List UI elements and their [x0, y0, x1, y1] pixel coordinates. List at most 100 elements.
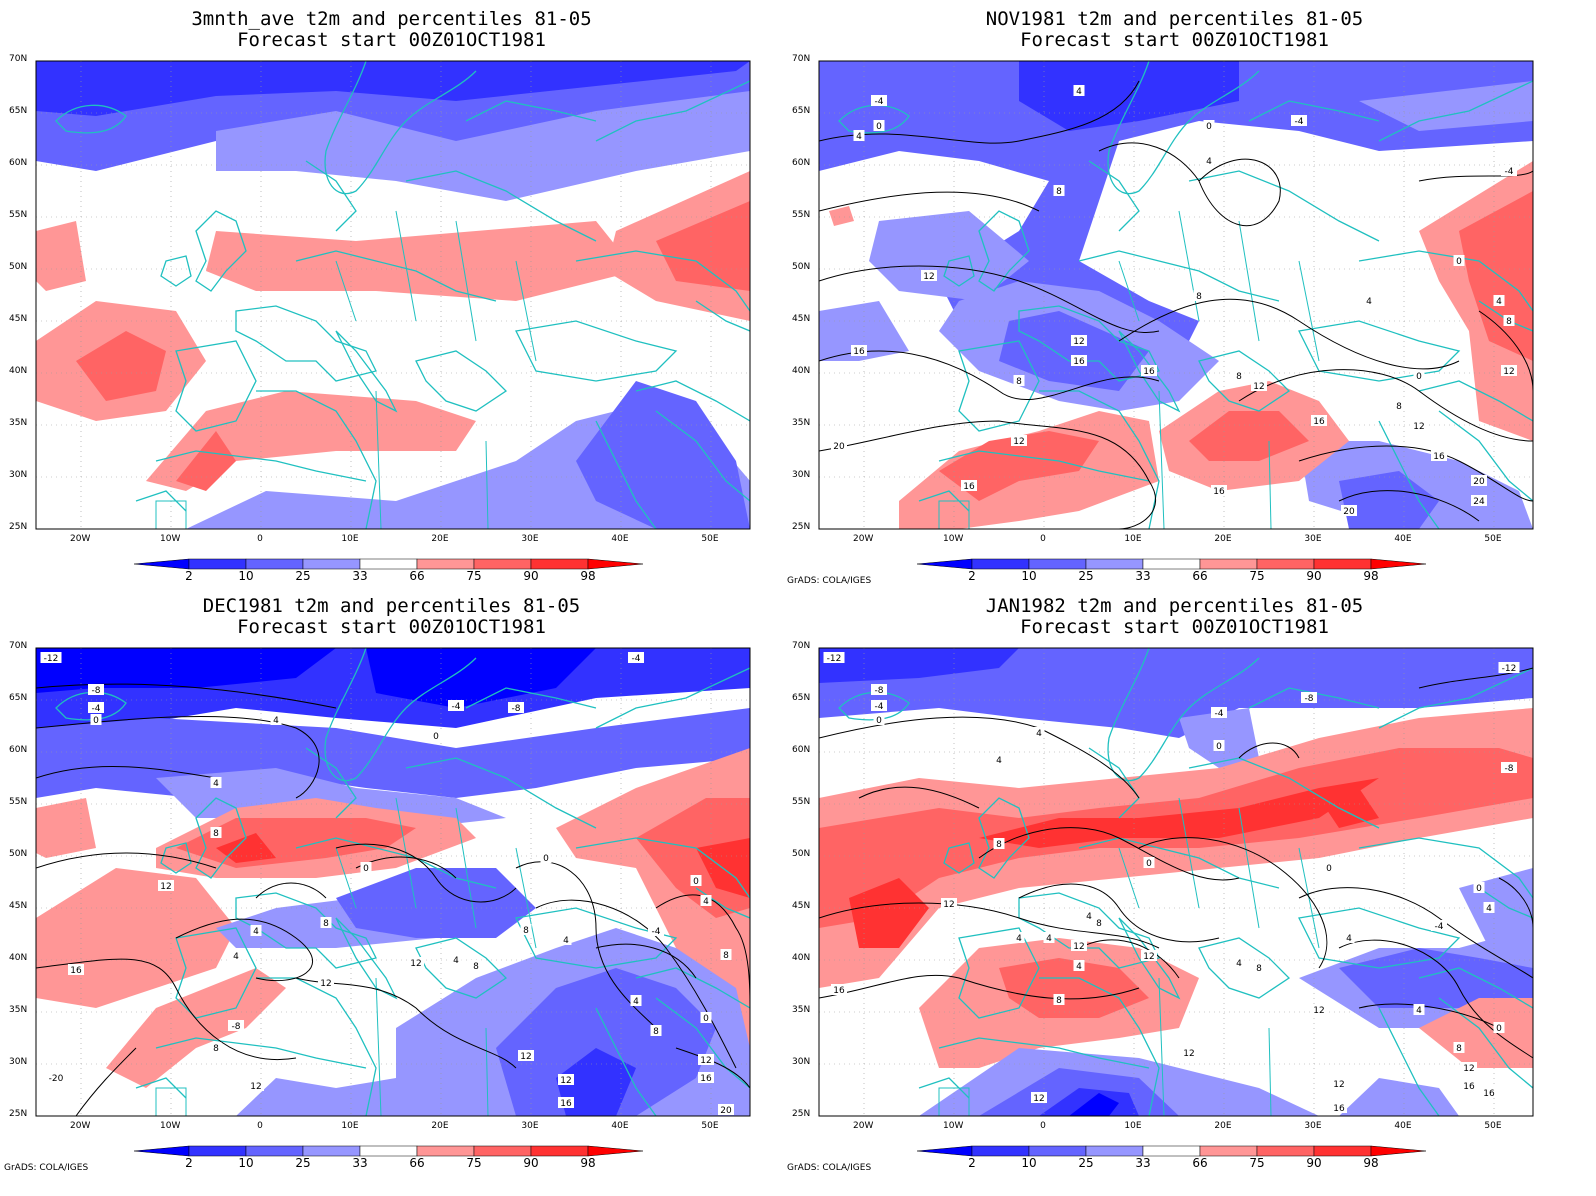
- colorbar-label: 2: [968, 569, 976, 581]
- contour-label: 12: [1503, 367, 1514, 377]
- coastline: [1298, 320, 1461, 382]
- contour-label: -8: [1505, 764, 1514, 774]
- lat-tick-label: 65N: [792, 693, 811, 703]
- percentile-area: [1419, 998, 1533, 1068]
- contour-label: 4: [1086, 912, 1092, 922]
- lat-tick-label: 55N: [9, 210, 28, 220]
- percentile-area: [1069, 1093, 1119, 1116]
- contour-label: -4: [1435, 922, 1444, 932]
- lon-tick-label: 10E: [341, 534, 359, 544]
- contour-line: [1298, 445, 1533, 502]
- colorbar-label: 75: [466, 1156, 481, 1168]
- lon-tick-label: 10W: [160, 534, 181, 544]
- contour-line: [36, 852, 217, 869]
- lat-tick-label: 30N: [792, 470, 811, 480]
- coastline: [1418, 967, 1533, 1009]
- lat-tick-label: 40N: [792, 366, 811, 376]
- contour-label: 0: [1146, 859, 1152, 869]
- lon-tick-label: 50E: [1484, 534, 1502, 544]
- grads-credit: GrADS: COLA/IGES: [787, 576, 872, 586]
- coastline: [324, 648, 477, 782]
- contour-label: 4: [213, 779, 219, 789]
- lat-tick-label: 25N: [792, 1109, 811, 1119]
- lon-tick-label: 0: [1040, 1121, 1046, 1131]
- colorbar-segment: [1142, 1145, 1201, 1157]
- lon-tick-label: 20W: [70, 534, 91, 544]
- contour-label: 12: [1183, 1049, 1194, 1059]
- coastline: [1418, 380, 1533, 422]
- coastline: [1107, 61, 1260, 195]
- contour-line: [75, 1047, 137, 1116]
- lat-tick-label: 45N: [9, 314, 28, 324]
- coastline: [1378, 80, 1533, 142]
- colorbar-label: 33: [1135, 569, 1150, 581]
- contour-label: 16: [1313, 417, 1325, 427]
- colorbar-label: 2: [185, 569, 193, 581]
- contour-label: 16: [1483, 1089, 1495, 1099]
- lon-tick-label: 0: [257, 1121, 263, 1131]
- coastline: [305, 747, 357, 819]
- percentile-area: [1319, 788, 1379, 828]
- coastline: [655, 410, 750, 502]
- lon-tick-label: 40E: [611, 1121, 629, 1131]
- coastline: [1018, 305, 1160, 382]
- contour-line: [675, 1047, 750, 1089]
- lon-tick-label: 0: [1040, 534, 1046, 544]
- coastline: [943, 842, 975, 874]
- percentile-area: [979, 778, 1379, 848]
- percentile-area: [496, 968, 716, 1116]
- contour-label: 4: [856, 132, 862, 142]
- contour-label: 12: [520, 1052, 531, 1062]
- coastline: [405, 757, 597, 829]
- percentile-area: [576, 381, 750, 529]
- contour-label: 16: [1073, 357, 1085, 367]
- contour-label: 16: [1463, 1082, 1475, 1092]
- colorbar-arrow-low: [133, 1145, 190, 1157]
- lat-tick-label: 60N: [9, 158, 28, 168]
- colorbar-segment: [1256, 1145, 1315, 1157]
- coastline: [695, 300, 750, 332]
- map-panel-1: 3mnth_ave t2m and percentiles 81-05 Forec…: [0, 0, 783, 587]
- lat-tick-label: 45N: [792, 314, 811, 324]
- lon-tick-label: 20W: [853, 1121, 874, 1131]
- contour-label: -4: [1295, 117, 1304, 127]
- contour-label: -4: [1505, 167, 1514, 177]
- lat-tick-label: 45N: [9, 901, 28, 911]
- contour-label: 8: [996, 840, 1002, 850]
- contour-label: -12: [44, 654, 59, 664]
- colorbar-segment: [971, 1145, 1030, 1157]
- colorbar-arrow-high: [1370, 1145, 1427, 1157]
- contour-label: 4: [1036, 729, 1042, 739]
- coastline: [1078, 837, 1280, 889]
- lat-tick-label: 35N: [9, 1005, 28, 1015]
- contour-label: 0: [693, 877, 699, 887]
- contour-label: 24: [1473, 497, 1485, 507]
- contour-label: 0: [363, 864, 369, 874]
- contour-label: 8: [653, 1027, 659, 1037]
- colorbar-segment: [359, 558, 418, 570]
- percentile-area: [1339, 948, 1533, 1008]
- colorbar: 2 10 25 33 66 75 90 98: [916, 558, 1427, 581]
- contour-label: 8: [1396, 402, 1402, 412]
- lon-tick-label: 50E: [701, 534, 719, 544]
- colorbar-label: 25: [1078, 569, 1093, 581]
- colorbar-segment: [1199, 1145, 1258, 1157]
- contour-label: 16: [833, 986, 845, 996]
- coastline: [295, 837, 497, 889]
- lat-tick-label: 40N: [792, 953, 811, 963]
- coastline: [256, 390, 377, 529]
- grads-credit: GrADS: COLA/IGES: [787, 1163, 872, 1173]
- coastline: [135, 1077, 187, 1099]
- panel-title: JAN1982 t2m and percentiles 81-05: [985, 595, 1364, 617]
- contour-label: 0: [876, 122, 882, 132]
- coastline: [1358, 837, 1533, 899]
- percentile-area: [206, 221, 636, 301]
- contour-label: 12: [1013, 437, 1024, 447]
- colorbar-segment: [473, 1145, 532, 1157]
- coastline: [575, 250, 750, 312]
- contour-label: 8: [213, 1044, 219, 1054]
- percentile-area: [366, 648, 596, 708]
- contour-line: [1478, 310, 1533, 392]
- panel-subtitle: Forecast start 00Z01OCT1981: [1020, 616, 1329, 638]
